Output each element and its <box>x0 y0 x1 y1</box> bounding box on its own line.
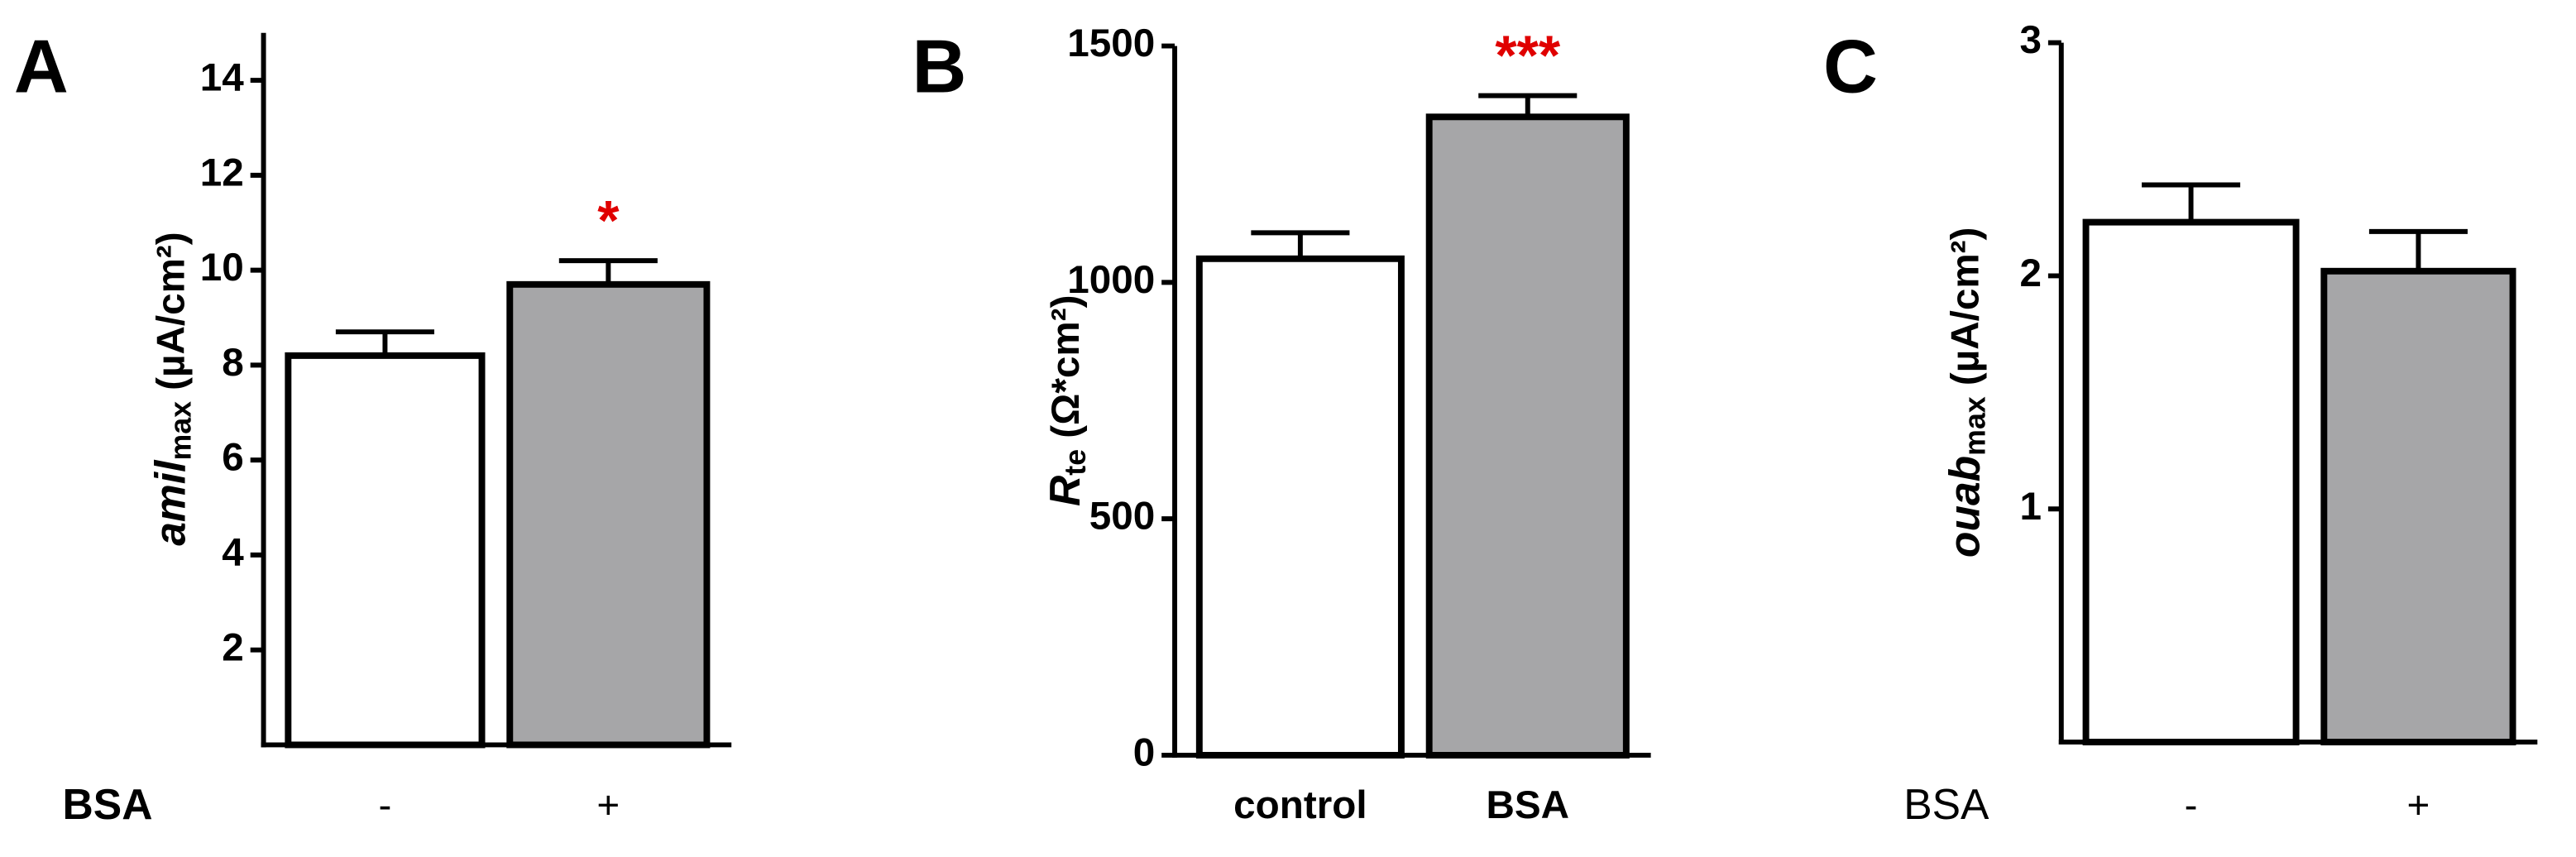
y-tick-label: 2 <box>2019 251 2042 295</box>
y-tick-label: 14 <box>200 56 244 100</box>
y-label-main: amil <box>146 459 194 546</box>
y-label-unit: (µA/cm²) <box>149 232 193 401</box>
panel-label: C <box>1823 24 1878 108</box>
y-tick-label: 4 <box>222 530 244 574</box>
y-label-sub: max <box>165 401 198 461</box>
bar <box>2320 267 2516 746</box>
y-tick-label: 10 <box>200 246 244 290</box>
x-tick-label: control <box>1233 783 1367 827</box>
y-tick-label: 6 <box>222 436 244 480</box>
panel-label: A <box>14 24 69 108</box>
y-tick-label: 2 <box>222 625 244 669</box>
x-tick-label: + <box>596 783 620 827</box>
bar <box>1195 255 1405 759</box>
x-axis-label: BSA <box>63 780 153 828</box>
y-tick-label: 8 <box>222 341 244 385</box>
y-axis-label: amilmax (µA/cm²) <box>146 232 198 545</box>
x-tick-label: - <box>378 783 391 827</box>
y-label-unit: (µA/cm²) <box>1943 227 1987 397</box>
y-tick-label: 12 <box>200 151 244 194</box>
y-tick-label: 0 <box>1133 731 1155 775</box>
panel-label: B <box>912 24 967 108</box>
x-tick-label: + <box>2407 783 2430 827</box>
y-tick-label: 1 <box>2019 485 2042 529</box>
x-tick-label: BSA <box>1486 783 1569 827</box>
bar <box>1425 113 1630 759</box>
significance-label: * <box>597 189 620 251</box>
y-label-sub: max <box>1959 396 1992 456</box>
x-tick-label: - <box>2185 783 2198 827</box>
y-label-sub: te <box>1059 449 1092 476</box>
y-tick-label: 3 <box>2019 18 2042 62</box>
y-label-unit: (Ω*cm²) <box>1044 295 1088 449</box>
y-tick-label: 500 <box>1089 495 1155 539</box>
y-tick-label: 1000 <box>1067 258 1155 302</box>
significance-label: *** <box>1495 25 1561 87</box>
y-axis-label: ouabmax (µA/cm²) <box>1940 227 1992 558</box>
y-tick-label: 1500 <box>1067 22 1155 65</box>
bar <box>506 280 711 749</box>
bar <box>285 352 486 749</box>
y-label-main: ouab <box>1940 456 1988 558</box>
y-axis-label: Rte (Ω*cm²) <box>1041 295 1093 506</box>
x-axis-label: BSA <box>1903 780 1989 828</box>
y-label-main: R <box>1041 476 1089 506</box>
bar <box>2082 218 2300 746</box>
